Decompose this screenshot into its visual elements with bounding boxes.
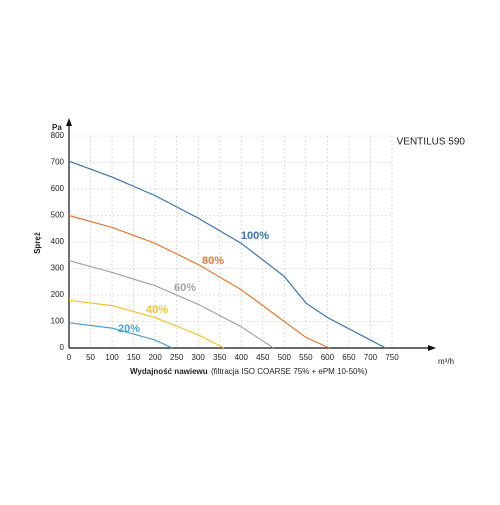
chart-title: VENTILUS 590 [397,137,466,148]
x-axis-label: Wydajność nawiewu [130,367,208,376]
x-axis-label-note: (filtracja ISO COARSE 75% + ePM 10-50%) [211,367,368,376]
x-tick-label: 500 [278,353,292,362]
series-label: 100% [241,230,269,242]
x-tick-label: 50 [86,353,95,362]
y-axis-label: Spręż [33,232,42,254]
series-label: 60% [174,282,196,294]
x-axis-arrow [428,345,436,351]
y-tick-label: 700 [51,158,65,167]
y-tick-label: 800 [51,131,65,140]
y-axis-arrow [66,118,72,126]
series-line [68,322,173,349]
x-tick-label: 600 [321,353,335,362]
x-tick-label: 300 [192,353,206,362]
y-tick-label: 0 [60,343,65,352]
series-line [68,299,225,349]
series-label: 40% [146,304,168,316]
x-tick-label: 650 [342,353,356,362]
series-line [68,259,274,349]
x-tick-label: 100 [105,353,119,362]
x-tick-label: 350 [213,353,227,362]
y-tick-label: 600 [51,184,65,193]
x-tick-label: 450 [256,353,270,362]
series-label: 80% [202,255,224,267]
x-tick-label: 750 [385,353,399,362]
y-tick-label: 500 [51,211,65,220]
x-tick-label: 0 [67,353,72,362]
x-tick-label: 700 [364,353,378,362]
y-tick-label: 300 [51,264,65,273]
series-label: 20% [118,323,140,335]
x-unit: m³/h [438,357,454,366]
y-unit: Pa [52,123,62,132]
x-tick-label: 400 [235,353,249,362]
y-tick-label: 400 [51,237,65,246]
x-tick-label: 550 [299,353,313,362]
y-tick-label: 100 [51,317,65,326]
x-tick-label: 250 [170,353,184,362]
y-tick-label: 200 [51,290,65,299]
series-line [68,214,330,349]
x-tick-label: 150 [127,353,141,362]
x-tick-label: 200 [148,353,162,362]
series-line [68,160,386,349]
